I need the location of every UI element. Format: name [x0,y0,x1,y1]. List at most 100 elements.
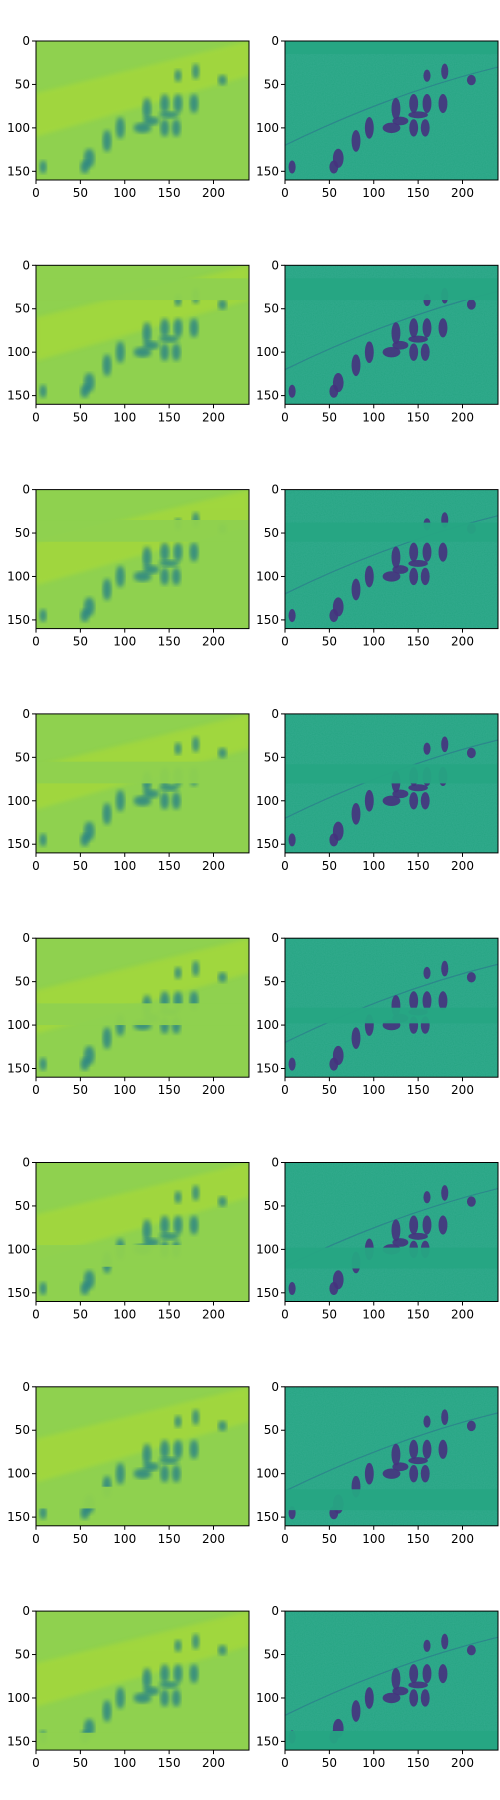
panel-row4-left: 0 50 100 150 200 0 50 100 150 [7,707,250,873]
blob-mark [160,542,170,562]
panel-row6-right: 0 50 100 150 200 0 50 100 150 [256,1156,499,1322]
axes-frame [284,40,499,181]
x-tick-label: 100 [362,1532,385,1546]
blob-mark [438,1439,448,1459]
blob-mark [174,1415,182,1428]
x-tick-label: 150 [158,410,181,424]
blob-mark [423,1415,431,1428]
axes-frame [284,489,499,630]
blob-mark [409,1664,419,1684]
blob-mark [159,1232,179,1240]
y-tick-label: 100 [7,1467,30,1481]
blob-mark [351,1027,361,1049]
x-tick-label: 50 [73,635,88,649]
y-tick-label: 0 [22,258,30,272]
blob-mark [422,1439,432,1459]
blob-mark [466,74,476,86]
axes-frame [284,713,499,854]
blob-mark [438,318,448,338]
x-tick-label: 50 [322,186,337,200]
blob-mark [391,322,401,344]
blob-mark [115,1687,125,1709]
y-tick-label: 100 [256,345,279,359]
blob-mark [39,609,47,623]
y-tick-label: 50 [15,750,30,764]
panel-row1-right: 0 50 100 150 200 0 50 100 150 [256,34,499,200]
blob-mark [217,299,227,310]
y-tick-label: 150 [7,1286,30,1300]
blob-mark [192,1185,200,1201]
blob-mark [173,1439,183,1459]
x-tick-label: 200 [202,186,225,200]
blob-mark [192,960,200,977]
texture-noise [285,713,498,853]
masked-band [36,1003,249,1026]
axes-frame [35,713,250,854]
blob-mark [409,1464,419,1483]
blob-mark [159,111,179,119]
y-tick-label: 100 [7,1242,30,1256]
blob-mark [217,1644,227,1656]
blob-mark [288,384,296,398]
y-tick-label: 0 [22,1380,30,1394]
blob-mark [409,119,419,137]
road-edge [285,66,498,146]
blob-mark [133,122,152,134]
axes-frame [35,40,250,181]
panel-row5-left: 0 50 100 150 200 0 50 100 150 [7,931,250,1097]
axes-frame [35,1386,250,1527]
axes-frame [284,1610,499,1751]
texture-noise [285,41,498,180]
blob-mark [39,160,47,174]
blob-mark [409,1439,419,1459]
y-tick-label: 100 [256,1018,279,1032]
blob-mark [160,119,170,137]
blob-mark [420,119,430,137]
y-tick-label: 0 [271,707,279,721]
x-tick-label: 150 [407,1083,430,1097]
x-tick-label: 50 [73,1083,88,1097]
blob-mark [160,93,170,114]
blob-mark [189,1215,199,1235]
y-tick-label: 0 [271,931,279,945]
y-tick-label: 150 [7,1510,30,1524]
x-tick-label: 50 [73,1756,88,1770]
blob-mark [39,1506,47,1520]
y-tick-label: 0 [22,34,30,48]
blob-mark [159,559,179,567]
axes-frame [35,1610,250,1751]
blob-mark [420,792,430,810]
blob-mark [173,1664,183,1684]
masked-band [285,522,498,542]
x-tick-label: 0 [32,635,40,649]
x-tick-label: 100 [362,186,385,200]
y-tick-label: 150 [7,613,30,627]
x-tick-label: 0 [32,1083,40,1097]
blob-mark [189,93,199,114]
y-tick-label: 50 [264,77,279,91]
blob-mark [408,335,428,343]
blob-mark [142,546,152,569]
blob-mark [171,1689,181,1707]
x-tick-label: 100 [362,1083,385,1097]
y-tick-label: 150 [7,1734,30,1748]
heatmap-image [36,1162,249,1302]
blob-mark [466,1420,476,1432]
blob-mark [364,565,374,588]
x-tick-label: 200 [451,859,474,873]
panel-row8-right: 0 50 100 150 200 0 50 100 150 [256,1604,499,1770]
texture-noise [285,489,498,629]
blob-mark [423,966,431,980]
blob-mark [142,97,152,120]
y-tick-label: 50 [15,302,30,316]
y-tick-label: 100 [256,569,279,583]
blob-mark [329,1281,339,1295]
blob-mark [174,1639,182,1652]
blob-mark [441,1409,449,1426]
blob-mark [80,1506,90,1520]
x-tick-label: 50 [322,859,337,873]
x-tick-label: 50 [322,1532,337,1546]
blob-mark [217,747,227,759]
x-tick-label: 200 [451,186,474,200]
blob-mark [409,343,419,361]
